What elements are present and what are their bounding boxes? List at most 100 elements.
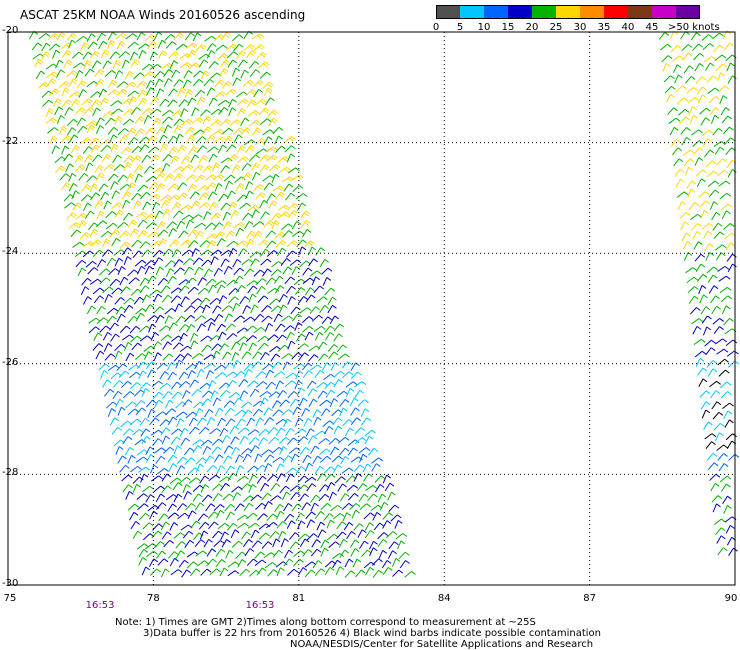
wind-barb — [302, 277, 315, 285]
wind-barb — [244, 548, 255, 557]
wind-barb — [160, 521, 170, 530]
wind-barb — [168, 51, 180, 59]
wind-barb — [333, 464, 343, 473]
colorbar-label: 30 — [573, 22, 587, 33]
wind-barb — [263, 501, 273, 510]
wind-barb — [121, 247, 132, 256]
wind-barb — [120, 380, 132, 389]
wind-barb — [660, 43, 672, 51]
wind-barb — [329, 398, 339, 407]
wind-barb — [725, 242, 736, 251]
wind-barb — [224, 503, 236, 512]
wind-barb — [302, 316, 314, 324]
wind-barb — [722, 495, 732, 505]
wind-barb — [235, 182, 245, 192]
wind-barb — [707, 180, 720, 188]
wind-barb — [220, 118, 232, 127]
colorbar-swatch — [460, 5, 484, 19]
wind-barb — [221, 351, 232, 360]
wind-barb — [51, 145, 60, 155]
wind-barb — [276, 247, 287, 257]
wind-barb — [45, 117, 58, 124]
wind-barb — [155, 266, 165, 276]
wind-barb — [216, 323, 226, 332]
wind-barb — [705, 160, 717, 168]
wind-barb — [135, 456, 148, 463]
wind-barb — [266, 250, 279, 257]
wind-barb — [74, 250, 87, 258]
wind-barb — [117, 128, 130, 135]
wind-barb — [681, 232, 691, 242]
wind-barb — [88, 317, 101, 324]
wind-barb — [136, 80, 147, 89]
wind-barb — [687, 188, 696, 198]
wind-barb — [228, 296, 239, 304]
wind-barb — [143, 165, 155, 174]
wind-barb — [323, 373, 336, 380]
wind-barb — [47, 127, 59, 134]
wind-barb — [207, 321, 216, 331]
wind-barb — [123, 212, 134, 221]
wind-barb — [216, 509, 225, 519]
wind-barb — [327, 344, 339, 352]
wind-barb — [282, 455, 293, 464]
wind-barb — [111, 190, 120, 200]
wind-barb — [65, 163, 74, 173]
wind-barb — [717, 547, 728, 556]
wind-barb — [341, 361, 353, 369]
wind-barb — [141, 388, 150, 397]
wind-barb — [150, 154, 161, 163]
wind-barb — [292, 230, 304, 237]
wind-barb — [357, 399, 369, 407]
wind-barb — [119, 134, 129, 143]
wind-barb — [237, 59, 248, 68]
wind-barb — [364, 429, 376, 437]
wind-barb — [251, 33, 264, 40]
wind-barb — [708, 189, 720, 198]
wind-barb — [124, 70, 134, 80]
wind-barb — [203, 268, 213, 277]
note-line-1: Note: 1) Times are GMT 2)Times along bot… — [115, 617, 536, 628]
wind-barb — [346, 484, 359, 492]
wind-barb — [225, 418, 236, 427]
wind-barb — [79, 232, 91, 240]
wind-barb — [275, 191, 286, 200]
wind-barb — [286, 331, 295, 341]
wind-barb — [248, 569, 261, 577]
wind-barb — [220, 258, 230, 267]
wind-barb — [225, 465, 235, 474]
wind-barb — [324, 287, 336, 296]
wind-barb — [226, 51, 238, 59]
wind-barb — [689, 307, 701, 315]
wind-barb — [166, 362, 176, 371]
wind-barb — [695, 263, 706, 272]
wind-barb — [706, 75, 718, 83]
wind-barb — [153, 352, 162, 362]
wind-barb — [127, 503, 139, 511]
wind-barb — [140, 191, 151, 200]
wind-barb — [156, 220, 166, 230]
wind-barb — [710, 295, 720, 304]
wind-barb — [726, 350, 739, 357]
wind-barb — [129, 51, 139, 61]
wind-barb — [114, 350, 123, 360]
wind-barb — [75, 259, 87, 268]
wind-barb — [698, 285, 707, 294]
wind-barb — [132, 476, 144, 484]
wind-barb — [115, 306, 126, 315]
wind-barb — [673, 158, 684, 167]
wind-barb — [260, 351, 270, 361]
wind-barb — [330, 504, 343, 512]
wind-barb — [251, 540, 263, 548]
wind-barb — [210, 108, 223, 116]
wind-barb — [318, 493, 330, 502]
wind-barb — [127, 90, 140, 97]
wind-barb — [349, 397, 359, 407]
wind-barb — [137, 184, 149, 192]
wind-barb — [700, 306, 711, 315]
wind-barb — [183, 447, 195, 456]
wind-barb — [45, 108, 54, 118]
wind-barb — [285, 467, 298, 475]
wind-barb — [287, 296, 296, 305]
wind-barb — [157, 468, 169, 475]
